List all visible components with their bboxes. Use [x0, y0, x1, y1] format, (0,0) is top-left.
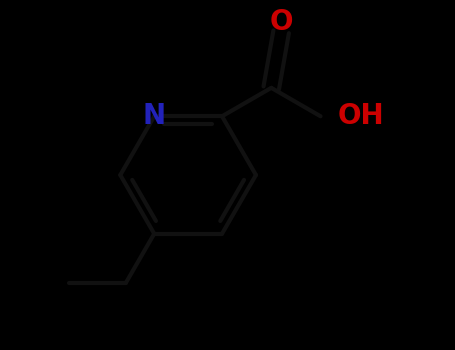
Text: OH: OH: [338, 102, 384, 130]
Text: N: N: [143, 102, 166, 130]
Text: O: O: [269, 8, 293, 36]
